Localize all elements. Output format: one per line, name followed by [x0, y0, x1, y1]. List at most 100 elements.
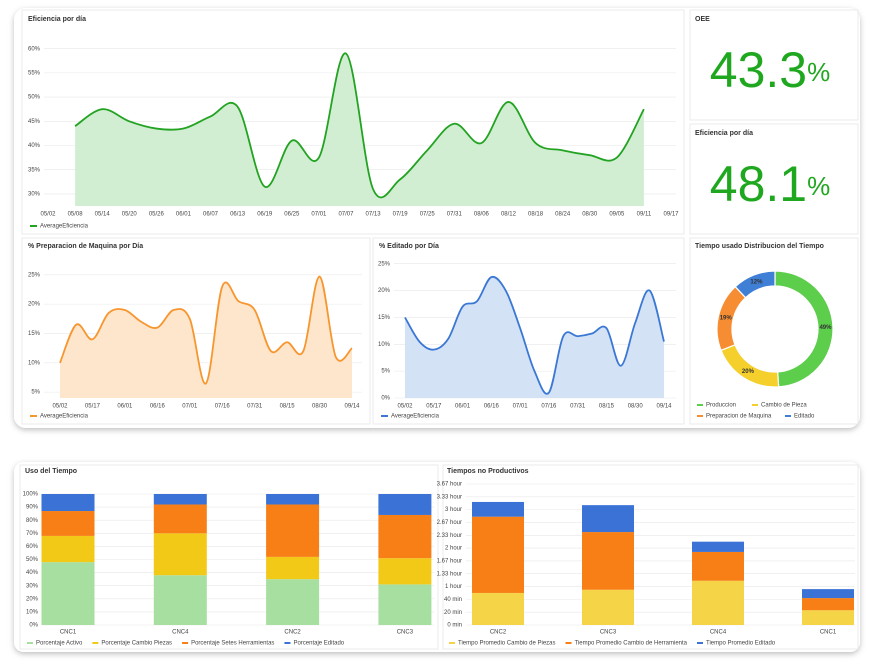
x-tick-label: 07/01 — [513, 404, 529, 410]
bar-segment — [153, 533, 207, 576]
bar-segment — [378, 558, 432, 585]
chart-title: Tiempos no Productivos — [447, 468, 529, 475]
y-tick-label: 5% — [31, 390, 40, 396]
area — [60, 276, 352, 398]
y-tick-label: 25% — [378, 261, 391, 267]
slice-label: 49% — [819, 325, 832, 331]
bar-segment — [692, 580, 744, 625]
x-tick-label: 09/14 — [656, 404, 672, 410]
x-tick-label: 06/25 — [284, 212, 300, 218]
x-tick-label: 08/06 — [474, 212, 490, 218]
x-tick-label: 09/11 — [637, 212, 652, 218]
x-tick-label: 07/25 — [420, 212, 436, 218]
bar-segment — [266, 579, 320, 625]
legend-label: Porcentaje Activo — [36, 641, 83, 647]
y-tick-label: 40 min — [444, 597, 462, 603]
bar-segment — [41, 494, 95, 512]
y-tick-label: 50% — [28, 95, 41, 101]
x-tick-label: 07/31 — [247, 404, 263, 410]
bar-segment — [802, 610, 854, 625]
x-tick-label: 05/08 — [68, 212, 84, 218]
legend-label: Editado — [794, 414, 815, 420]
kpi-title: Eficiencia por día — [695, 130, 753, 137]
x-tick-label: 07/16 — [215, 404, 231, 410]
x-tick-label: 08/30 — [628, 404, 644, 410]
x-tick-label: 05/26 — [149, 212, 165, 218]
y-tick-label: 3.33 hour — [437, 494, 462, 500]
x-tick-label: 07/01 — [182, 404, 198, 410]
bar-segment — [153, 494, 207, 505]
line — [59, 275, 353, 385]
x-tick-label: 07/19 — [393, 212, 409, 218]
bar-segment — [266, 556, 320, 580]
bar-segment — [472, 516, 524, 593]
y-tick-label: 3.67 hour — [437, 482, 462, 488]
y-tick-label: 20% — [378, 288, 391, 294]
bar-segment — [41, 562, 95, 625]
slice-label: 19% — [720, 316, 733, 322]
x-tick-label: 06/16 — [484, 404, 500, 410]
panel — [689, 123, 859, 235]
y-tick-label: 55% — [28, 70, 41, 76]
legend-label: Tiempo Promedio Cambio de Piezas — [458, 641, 556, 647]
chart-title: % Preparacion de Maquina por Día — [28, 243, 143, 250]
x-tick-label: 08/12 — [501, 212, 517, 218]
x-tick-label: 08/18 — [528, 212, 544, 218]
y-tick-label: 30% — [26, 583, 39, 589]
y-tick-label: 3 hour — [445, 507, 462, 513]
legend-label: Porcentaje Editado — [293, 641, 344, 647]
bar-segment — [153, 575, 207, 625]
bar-segment — [378, 584, 432, 625]
chart-title: Eficiencia por día — [28, 16, 86, 23]
x-tick-label: 07/07 — [338, 212, 354, 218]
x-tick-label: 08/30 — [312, 404, 328, 410]
y-tick-label: 1 hour — [445, 584, 462, 590]
y-tick-label: 40% — [26, 570, 39, 576]
y-tick-label: 2.67 hour — [437, 520, 462, 526]
x-tick-label: 07/31 — [447, 212, 463, 218]
bar-segment — [378, 494, 432, 515]
x-tick-label: 06/07 — [203, 212, 219, 218]
y-tick-label: 10% — [28, 360, 41, 366]
y-tick-label: 25% — [28, 272, 41, 278]
legend-label: Tiempo Promedio Cambio de Herramienta — [575, 641, 688, 647]
x-tick-label: 06/01 — [117, 404, 133, 410]
legend-label: Cambio de Pieza — [761, 403, 807, 409]
bar-segment — [153, 504, 207, 534]
legend-label: Porcentaje Cambio Piezas — [101, 641, 172, 647]
y-tick-label: 2.33 hour — [437, 533, 462, 539]
line — [404, 275, 665, 395]
x-tick-label: 06/19 — [257, 212, 273, 218]
kpi-value: 43.3% — [710, 42, 830, 98]
x-tick-label: 08/24 — [555, 212, 571, 218]
bar-segment — [266, 504, 320, 557]
slice-label: 20% — [742, 369, 755, 375]
y-tick-label: 20% — [28, 302, 41, 308]
x-tick-label: CNC4 — [172, 630, 189, 636]
y-tick-label: 80% — [26, 518, 39, 524]
chart-title: % Editado por Día — [379, 243, 439, 250]
bar-segment — [41, 535, 95, 563]
y-tick-label: 15% — [378, 315, 391, 321]
legend-label: AverageEficiencia — [40, 414, 89, 420]
x-tick-label: 09/05 — [609, 212, 625, 218]
kpi-unit: % — [807, 57, 830, 87]
x-tick-label: 05/17 — [426, 404, 442, 410]
legend-label: AverageEficiencia — [40, 224, 89, 230]
legend-label: Porcentaje Setes Herramientas — [191, 641, 274, 647]
x-tick-label: CNC3 — [600, 630, 617, 636]
y-tick-label: 30% — [28, 191, 41, 197]
bar-segment — [582, 589, 634, 625]
x-tick-label: CNC1 — [820, 630, 837, 636]
x-tick-label: 08/30 — [582, 212, 598, 218]
y-tick-label: 2 hour — [445, 546, 462, 552]
x-tick-label: CNC2 — [284, 630, 301, 636]
kpi-value: 48.1% — [710, 156, 830, 212]
y-tick-label: 20 min — [444, 610, 462, 616]
x-tick-label: 07/16 — [541, 404, 557, 410]
bar-segment — [41, 511, 95, 536]
x-tick-label: 05/17 — [85, 404, 101, 410]
legend-label: Preparacion de Maquina — [706, 414, 772, 420]
kpi-number: 43.3 — [710, 42, 807, 98]
